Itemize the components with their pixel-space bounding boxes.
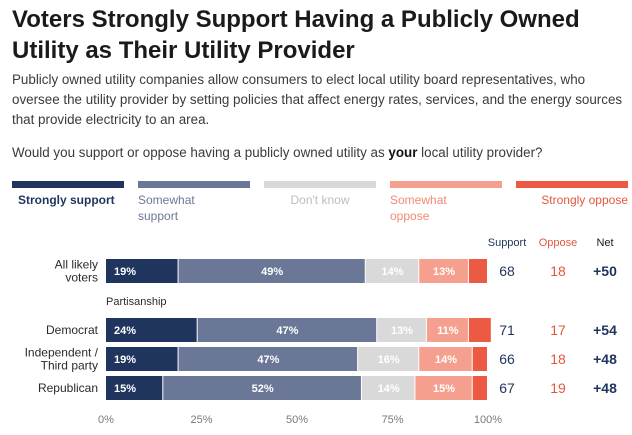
data-label-strongly-support-all-likely-voters: 19% xyxy=(114,266,136,278)
support-value-independent-third-party: 66 xyxy=(499,351,515,367)
column-header-oppose: Oppose xyxy=(538,237,578,249)
legend-label-somewhat-support: Somewhat support xyxy=(138,193,195,223)
legend-somewhat-support: Somewhat support xyxy=(138,181,250,224)
bar-segment-somewhat-support-republican xyxy=(163,376,361,400)
legend-swatch-strongly-oppose xyxy=(516,181,628,188)
legend-swatch-dont-know xyxy=(264,181,376,188)
bar-segment-strongly-support-independent-third-party xyxy=(106,347,178,371)
category-label-all-likely-voters: voters xyxy=(65,271,98,285)
category-label-all-likely-voters: All likely xyxy=(55,258,98,272)
bar-segment-strongly-oppose-democrat xyxy=(468,318,491,342)
support-value-democrat: 71 xyxy=(499,322,515,338)
column-header-support: Support xyxy=(487,237,527,249)
bar-segment-don-t-know-independent-third-party xyxy=(358,347,419,371)
bar-segment-strongly-oppose-independent-third-party xyxy=(472,347,487,371)
x-tick-label: 50% xyxy=(286,414,308,426)
question-text-end: local utility provider? xyxy=(417,145,543,160)
bar-segment-don-t-know-republican xyxy=(361,376,415,400)
legend-label-somewhat-oppose: Somewhat oppose xyxy=(390,193,447,223)
legend-label-strongly-support: Strongly support xyxy=(18,193,115,207)
legend-label-dont-know: Don't know xyxy=(290,193,350,207)
bar-segment-somewhat-oppose-all-likely-voters xyxy=(419,259,468,283)
chart-description: Publicly owned utility companies allow c… xyxy=(12,72,623,127)
net-value-all-likely-voters: +50 xyxy=(593,263,617,279)
data-label-don-t-know-republican: 14% xyxy=(378,383,400,395)
question-emphasis: your xyxy=(388,145,418,160)
support-value-republican: 67 xyxy=(499,380,515,396)
bar-segment-somewhat-support-all-likely-voters xyxy=(178,259,365,283)
x-tick-label: 100% xyxy=(474,414,502,426)
data-label-somewhat-oppose-democrat: 11% xyxy=(437,325,459,337)
data-label-somewhat-oppose-all-likely-voters: 13% xyxy=(433,266,455,278)
data-label-strongly-support-democrat: 24% xyxy=(114,325,136,337)
data-label-don-t-know-independent-third-party: 16% xyxy=(378,354,400,366)
oppose-value-democrat: 17 xyxy=(550,322,566,338)
net-value-republican: +48 xyxy=(593,380,617,396)
bar-segment-somewhat-support-independent-third-party xyxy=(178,347,358,371)
net-value-democrat: +54 xyxy=(593,322,617,338)
bar-segment-strongly-oppose-all-likely-voters xyxy=(468,259,487,283)
data-label-strongly-support-independent-third-party: 19% xyxy=(114,354,136,366)
x-tick-label: 0% xyxy=(98,414,114,426)
data-label-somewhat-support-republican: 52% xyxy=(252,383,274,395)
legend-label-strongly-oppose: Strongly oppose xyxy=(541,193,628,207)
legend-strongly-oppose: Strongly oppose xyxy=(516,181,628,208)
legend-somewhat-oppose: Somewhat oppose xyxy=(390,181,502,224)
bar-segment-somewhat-oppose-democrat xyxy=(426,318,468,342)
legend-swatch-somewhat-support xyxy=(138,181,250,188)
oppose-value-independent-third-party: 18 xyxy=(550,351,566,367)
oppose-value-all-likely-voters: 18 xyxy=(550,263,566,279)
net-value-independent-third-party: +48 xyxy=(593,351,617,367)
x-tick-label: 75% xyxy=(381,414,403,426)
support-value-all-likely-voters: 68 xyxy=(499,263,515,279)
category-label-democrat: Democrat xyxy=(46,323,99,337)
legend-strongly-support: Strongly support xyxy=(12,181,124,208)
survey-question: Would you support or oppose having a pub… xyxy=(12,143,624,163)
data-label-strongly-support-republican: 15% xyxy=(114,383,136,395)
group-label-partisanship: Partisanship xyxy=(106,296,167,308)
bar-segment-somewhat-support-democrat xyxy=(197,318,377,342)
legend-dont-know: Don't know xyxy=(264,181,376,208)
data-label-somewhat-oppose-republican: 15% xyxy=(433,383,455,395)
data-label-don-t-know-democrat: 13% xyxy=(391,325,413,337)
bar-segment-strongly-support-republican xyxy=(106,376,163,400)
bar-segment-strongly-support-democrat xyxy=(106,318,197,342)
legend-swatch-somewhat-oppose xyxy=(390,181,502,188)
category-label-independent-third-party: Independent / xyxy=(25,346,99,360)
data-label-somewhat-support-democrat: 47% xyxy=(276,325,298,337)
x-tick-label: 25% xyxy=(190,414,212,426)
bar-segment-strongly-oppose-republican xyxy=(472,376,487,400)
bar-segment-strongly-support-all-likely-voters xyxy=(106,259,178,283)
column-header-net: Net xyxy=(596,237,614,249)
data-label-somewhat-oppose-independent-third-party: 14% xyxy=(435,354,457,366)
bar-segment-don-t-know-democrat xyxy=(377,318,426,342)
bar-segment-somewhat-oppose-republican xyxy=(415,376,472,400)
category-label-independent-third-party: Third party xyxy=(41,359,98,373)
category-label-republican: Republican xyxy=(38,381,98,395)
bar-segment-don-t-know-all-likely-voters xyxy=(365,259,419,283)
data-label-don-t-know-all-likely-voters: 14% xyxy=(381,266,403,278)
data-label-somewhat-support-all-likely-voters: 49% xyxy=(261,266,283,278)
data-label-somewhat-support-independent-third-party: 47% xyxy=(257,354,279,366)
chart-title: Voters Strongly Support Having a Publicl… xyxy=(12,6,580,64)
question-text-start: Would you support or oppose having a pub… xyxy=(12,145,389,160)
bar-segment-somewhat-oppose-independent-third-party xyxy=(419,347,472,371)
legend-swatch-strongly-support xyxy=(12,181,124,188)
oppose-value-republican: 19 xyxy=(550,380,566,396)
